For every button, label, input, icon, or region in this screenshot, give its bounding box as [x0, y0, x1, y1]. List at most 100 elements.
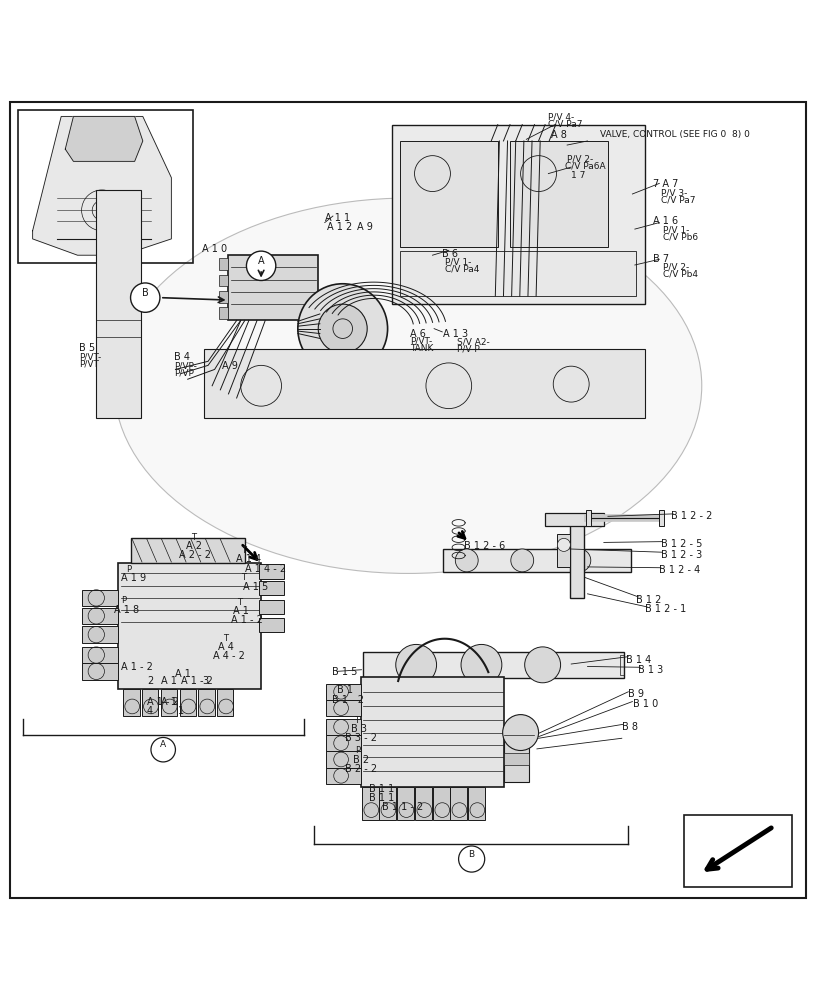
Text: B 5: B 5 [79, 343, 95, 353]
Text: A 1: A 1 [233, 606, 249, 616]
Text: P/V 2-: P/V 2- [663, 263, 689, 272]
Text: P/V 3-: P/V 3- [661, 188, 687, 197]
Circle shape [459, 846, 485, 872]
Bar [570, 524, 584, 598]
Bar [326, 684, 361, 700]
Circle shape [246, 251, 276, 280]
Circle shape [131, 283, 160, 312]
Bar [392, 125, 645, 304]
Text: B 1: B 1 [337, 685, 353, 695]
Text: T: T [241, 546, 246, 555]
Bar [82, 608, 118, 624]
Text: B 1 3: B 1 3 [638, 665, 663, 675]
Bar [659, 510, 664, 526]
Text: A 1 3: A 1 3 [443, 329, 468, 339]
Text: C/V Pb4: C/V Pb4 [663, 270, 698, 279]
Polygon shape [65, 116, 143, 161]
Text: A 4 - 2: A 4 - 2 [213, 651, 245, 661]
Text: A 1 - 2: A 1 - 2 [231, 615, 263, 625]
Bar [379, 787, 396, 820]
Bar [217, 689, 233, 716]
Text: B 4: B 4 [174, 352, 190, 362]
Text: A 4: A 4 [218, 642, 233, 652]
Text: VALVE, CONTROL (SEE FIG 0  8) 0: VALVE, CONTROL (SEE FIG 0 8) 0 [600, 130, 750, 139]
Bar [326, 719, 361, 735]
Bar [219, 291, 228, 303]
Text: A 9: A 9 [357, 222, 373, 232]
Bar [259, 581, 284, 595]
Circle shape [151, 737, 175, 762]
Text: B 1 1: B 1 1 [369, 793, 394, 803]
Text: P/VT-: P/VT- [410, 337, 432, 346]
Text: B 1 1: B 1 1 [369, 784, 394, 794]
Text: C/V Pa7: C/V Pa7 [661, 196, 695, 205]
Bar [586, 510, 591, 526]
Circle shape [455, 549, 478, 572]
Bar [363, 652, 624, 678]
Bar [82, 626, 118, 643]
Bar [468, 787, 485, 820]
Text: P/VP-: P/VP- [174, 361, 197, 370]
Text: P/VT-: P/VT- [79, 352, 101, 361]
Text: C/V Pa7: C/V Pa7 [548, 120, 583, 129]
Circle shape [396, 644, 437, 685]
Text: A 1: A 1 [161, 697, 176, 707]
Text: 1: 1 [178, 706, 184, 716]
Text: A: A [160, 740, 166, 749]
Text: A 1 - 2: A 1 - 2 [121, 662, 153, 672]
Text: B 1 2 - 2: B 1 2 - 2 [671, 511, 712, 521]
Text: S/V A2-: S/V A2- [457, 338, 490, 347]
Bar [219, 307, 228, 319]
Text: A 1: A 1 [161, 676, 176, 686]
Text: A 2: A 2 [186, 541, 202, 551]
Bar [259, 618, 284, 632]
Text: A 9: A 9 [222, 361, 237, 371]
Text: B 1 1 - 2: B 1 1 - 2 [382, 802, 424, 812]
Text: P/V 1-: P/V 1- [445, 258, 471, 267]
Text: P: P [121, 596, 126, 605]
Bar [415, 787, 432, 820]
Text: B: B [468, 850, 475, 859]
Text: T: T [191, 533, 196, 542]
Text: B 7: B 7 [653, 254, 669, 264]
Text: 7 A 7: 7 A 7 [653, 179, 678, 189]
Bar [259, 600, 284, 614]
Text: B 1 5: B 1 5 [332, 667, 357, 677]
Bar [219, 258, 228, 270]
Circle shape [503, 715, 539, 751]
Bar [82, 663, 118, 680]
Bar [123, 689, 140, 716]
Text: P/V 2-: P/V 2- [567, 154, 593, 163]
Bar [450, 787, 467, 820]
Text: C/V Pa4: C/V Pa4 [445, 265, 479, 274]
Text: A 8: A 8 [551, 130, 566, 140]
Text: 1 7: 1 7 [571, 171, 586, 180]
Text: A 1 6: A 1 6 [653, 216, 678, 226]
Text: B 1 4: B 1 4 [626, 655, 651, 665]
Text: A 1 9: A 1 9 [121, 573, 146, 583]
Text: A 1 4: A 1 4 [236, 554, 261, 564]
Text: T: T [237, 598, 242, 607]
Bar [326, 768, 361, 784]
Text: A 1 5: A 1 5 [243, 582, 268, 592]
Text: A 1 8: A 1 8 [114, 605, 140, 615]
Text: A 1 2: A 1 2 [327, 222, 353, 232]
Ellipse shape [114, 198, 702, 573]
Bar [131, 538, 245, 563]
Circle shape [511, 549, 534, 572]
Bar [82, 590, 118, 606]
Bar [545, 513, 604, 526]
Text: T: T [223, 634, 228, 643]
Bar [433, 787, 450, 820]
Text: B 1 2 - 3: B 1 2 - 3 [661, 550, 703, 560]
Circle shape [461, 644, 502, 685]
Text: B 6: B 6 [442, 249, 459, 259]
Bar [219, 275, 228, 286]
Text: B 2: B 2 [353, 755, 369, 765]
Text: A 1 - 2: A 1 - 2 [147, 697, 179, 707]
Bar [443, 549, 631, 572]
Polygon shape [33, 116, 171, 255]
Text: B 1 - 2: B 1 - 2 [332, 695, 364, 705]
Text: C/V Pb6: C/V Pb6 [663, 232, 698, 241]
Text: B: B [142, 288, 149, 298]
